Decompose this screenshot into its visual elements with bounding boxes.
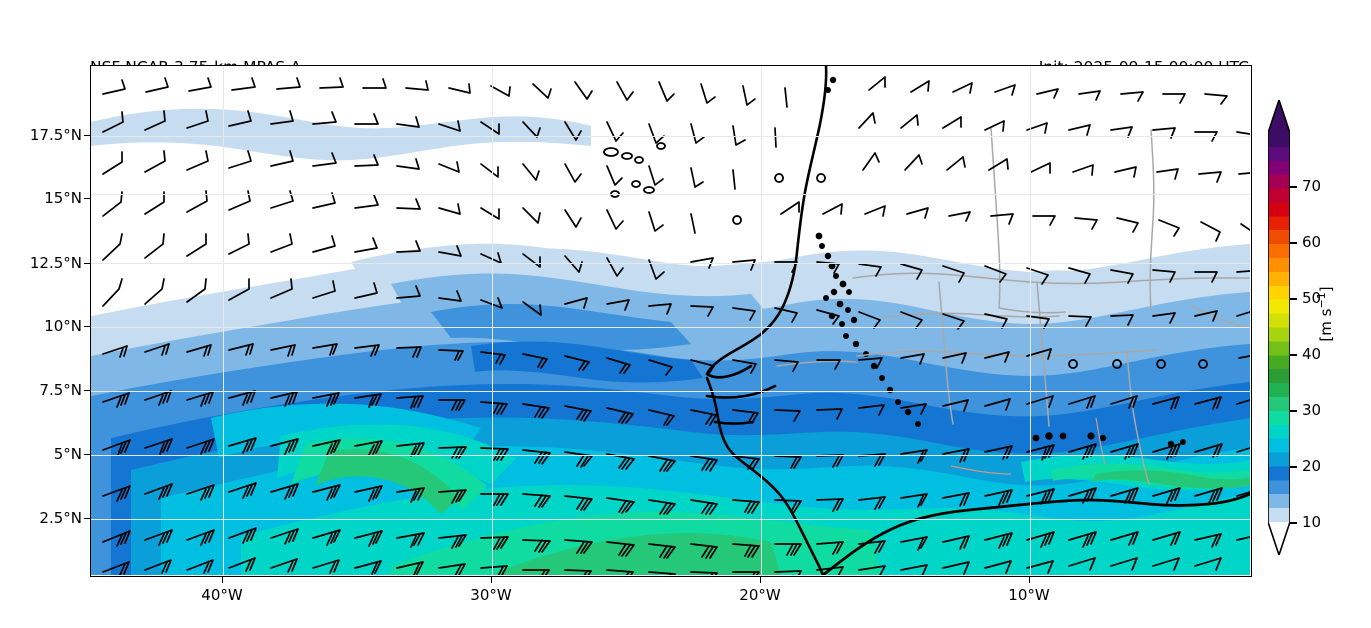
colorbar-unit-label: [m s−1] (1315, 286, 1335, 342)
gridline-vertical (492, 66, 493, 576)
ytick-label-17-5N: 17.5°N (29, 126, 82, 144)
gridline-vertical (223, 66, 224, 576)
colorbar-label-50: 50 (1302, 289, 1322, 307)
xtick-mark (491, 577, 493, 583)
ytick-mark (84, 198, 90, 200)
coastline (705, 66, 828, 575)
map-content (91, 66, 1251, 576)
colorbar-tick (1290, 242, 1297, 244)
gridline-horizontal (91, 455, 1251, 456)
ytick-mark (84, 390, 90, 392)
colorbar-label-30: 30 (1302, 401, 1322, 419)
colorbar-tick (1290, 298, 1297, 300)
colorbar-tick (1290, 466, 1297, 468)
gridline-horizontal (91, 136, 1251, 137)
colorbar-under-arrow (1268, 522, 1290, 555)
ytick-label-5N: 5°N (53, 445, 82, 463)
xtick-mark (760, 577, 762, 583)
gridline-horizontal (91, 263, 1251, 264)
ytick-mark (84, 263, 90, 265)
xtick-mark (222, 577, 224, 583)
ytick-label-12-5N: 12.5°N (29, 254, 82, 272)
colorbar-label-60: 60 (1302, 233, 1322, 251)
gridline-vertical (761, 66, 762, 576)
xtick-label-20W: 20°W (739, 586, 781, 604)
xtick-label-10W: 10°W (1008, 586, 1050, 604)
xtick-label-40W: 40°W (201, 586, 243, 604)
colorbar-label-40: 40 (1302, 345, 1322, 363)
coastline-south (821, 492, 1250, 575)
colorbar-gradient (1268, 133, 1290, 522)
colorbar: 10 20 30 40 50 60 70 (1268, 100, 1321, 555)
colorbar-label-70: 70 (1302, 177, 1322, 195)
ytick-label-15N: 15°N (44, 189, 82, 207)
xtick-label-30W: 30°W (470, 586, 512, 604)
gridline-horizontal (91, 391, 1251, 392)
coastal-detail (815, 76, 1186, 448)
speed-band-30 (315, 449, 1250, 575)
ytick-label-10N: 10°N (44, 317, 82, 335)
gridline-vertical (1030, 66, 1031, 576)
colorbar-label-20: 20 (1302, 457, 1322, 475)
country-border-accent (950, 417, 1106, 475)
colorbar-tick (1290, 410, 1297, 412)
ytick-mark (84, 454, 90, 456)
colorbar-over-arrow (1268, 100, 1290, 133)
wind-barbs (102, 76, 1250, 575)
ytick-mark (84, 518, 90, 520)
gridline-horizontal (91, 519, 1251, 520)
colorbar-label-10: 10 (1302, 513, 1322, 531)
xtick-mark (1029, 577, 1031, 583)
gridline-horizontal (91, 327, 1251, 328)
ytick-mark (84, 135, 90, 137)
colorbar-tick (1290, 354, 1297, 356)
islands (603, 142, 666, 198)
colorbar-outline (1268, 100, 1290, 555)
map-svg (91, 66, 1250, 575)
gridline-horizontal (91, 194, 1251, 195)
colorbar-tick (1290, 186, 1297, 188)
ytick-label-2-5N: 2.5°N (39, 509, 82, 527)
map-axes (90, 65, 1252, 577)
ytick-label-7-5N: 7.5°N (39, 381, 82, 399)
ytick-mark (84, 326, 90, 328)
colorbar-tick (1290, 522, 1297, 524)
